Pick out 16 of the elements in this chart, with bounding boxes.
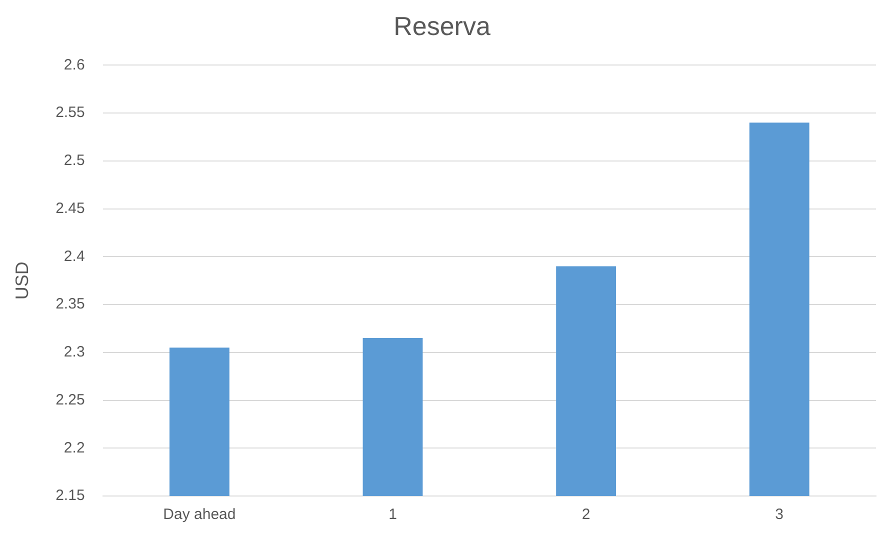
y-tick-label: 2.55 bbox=[56, 104, 85, 122]
y-axis-title: USD bbox=[12, 262, 32, 300]
y-tick-label: 2.2 bbox=[64, 439, 85, 456]
y-tick-label: 2.5 bbox=[64, 152, 85, 170]
y-tick-label: 2.25 bbox=[56, 391, 85, 408]
x-tick-label: Day ahead bbox=[163, 506, 236, 524]
y-tick-label: 2.45 bbox=[56, 200, 85, 217]
chart-title: Reserva bbox=[394, 10, 491, 41]
y-tick-label: 2.6 bbox=[64, 56, 85, 74]
x-tick-label: 3 bbox=[775, 506, 784, 524]
y-tick-label: 2.4 bbox=[64, 248, 85, 265]
y-tick-label: 2.15 bbox=[56, 487, 85, 504]
x-tick-label: 1 bbox=[388, 506, 397, 524]
y-tick-label: 2.35 bbox=[56, 296, 85, 313]
y-tick-label: 2.3 bbox=[64, 344, 85, 361]
x-tick-label: 2 bbox=[582, 506, 590, 524]
